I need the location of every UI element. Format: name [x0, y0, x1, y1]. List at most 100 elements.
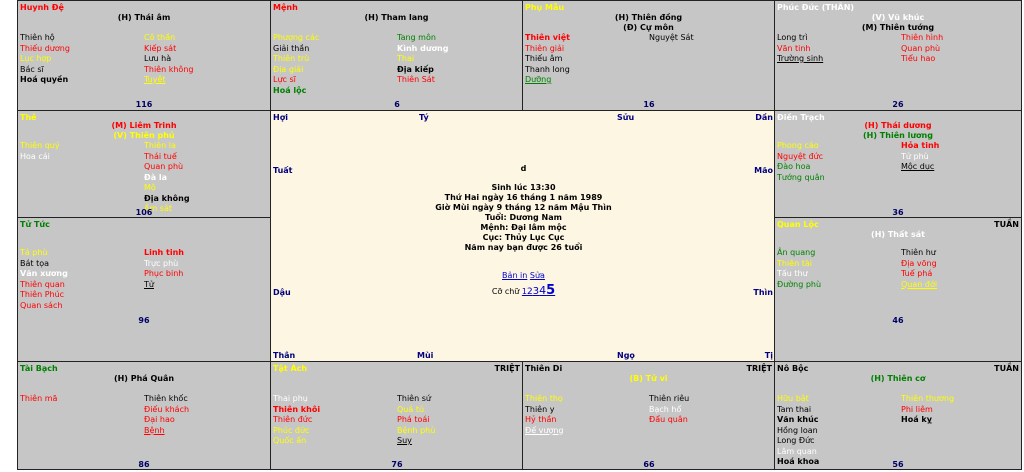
star-item: Trực phù: [144, 258, 179, 268]
star-item: Quan phù: [901, 43, 941, 53]
star-item: Thai: [397, 54, 415, 63]
star-column-left: Phượng các Giải thần Thiên trù Địa giải Lực …: [273, 33, 319, 96]
main-star: (H) Thái dương: [864, 121, 932, 130]
star-column-left: Thiên mã: [20, 394, 57, 405]
star-item: Thiên không: [144, 64, 194, 74]
star-item: Thiên thương: [901, 394, 955, 403]
star-item: Âm sát: [144, 204, 173, 213]
star-item: Quốc ấn: [273, 436, 307, 445]
star-item: Phượng các: [273, 33, 320, 42]
tuan-tag: TUẦN: [994, 364, 1019, 373]
cell-title: Nô Bộc: [777, 364, 809, 373]
star-item: Thiên giải: [525, 43, 565, 53]
star-item: Hoa cái: [20, 151, 50, 161]
cell-tai-bach: Tài Bạch (H) Phá Quân Thiên mã Thiên khố…: [18, 362, 270, 469]
star-item: Thiên hư: [901, 248, 936, 257]
star-item: Thiên việt: [525, 33, 571, 42]
star-column-left: Thiên thọ Thiên y Hỷ thần Đế vượng: [525, 394, 564, 436]
star-item: Bệnh phù: [397, 425, 436, 435]
main-star: (H) Tham lang: [364, 13, 429, 22]
star-item: Thiên mã: [20, 394, 58, 403]
star-column-right: Cô thần Kiếp sát Lưu hà Thiên không Tuyệt: [144, 33, 193, 86]
star-column-left: Ân quang Thiên tài Tấu thư Đường phù: [777, 248, 821, 290]
cell-quan-loc: Quan Lộc TUẦN (H) Thất sát Ân quang Thiên…: [775, 218, 1021, 361]
star-column-left: Thiên việt Thiên giải Thiếu âm Thanh long Dư…: [525, 33, 570, 86]
star-item: Giải thần: [273, 43, 310, 53]
star-item: Quan sách: [20, 300, 63, 310]
current-age: Năm nay bạn được 26 tuổi: [464, 243, 583, 252]
font-size-4[interactable]: 4: [539, 284, 547, 297]
star-column-left: Hữu bật Tam thai Văn khúc Hồng loan Long Đức…: [777, 394, 819, 468]
star-item: Tang môn: [397, 33, 436, 42]
star-column-right: Thiên hình Quan phù Tiểu hao: [901, 33, 943, 65]
star-item: Hồng loan: [777, 425, 818, 435]
star-item: Trường sinh: [777, 54, 824, 63]
main-star: (B) Tử vi: [629, 374, 668, 383]
font-size-5[interactable]: 5: [546, 283, 556, 298]
branch-hoi: Hợi: [273, 113, 288, 122]
cell-title: Thê: [20, 113, 37, 122]
star-item: Mộc dục: [901, 162, 935, 171]
star-column-right: Tang môn Kình dương Thai Địa kiếp Thiên Sát: [397, 33, 448, 86]
font-size-2[interactable]: 2: [527, 287, 533, 297]
star-item: Tam thai: [777, 404, 812, 414]
star-column-right: Thiên riêu Bạch hổ Đẩu quân: [649, 394, 689, 426]
main-star: (H) Phá Quân: [113, 374, 175, 383]
cell-tu-tuc: Tử Tức Tả phù Bát tọa Văn xương Thiên quan T…: [18, 218, 270, 361]
star-item: Long Đức: [777, 436, 815, 445]
star-item: Tuế phá: [901, 269, 933, 278]
star-item: Quan đới: [901, 279, 938, 289]
star-item: Điếu khách: [144, 404, 190, 414]
star-item: Tử: [144, 279, 154, 289]
star-item: Tử phù: [901, 151, 929, 161]
center-initial: d: [520, 164, 527, 173]
edit-link[interactable]: Sửa: [529, 271, 545, 280]
cell-number: 26: [892, 100, 904, 109]
print-link[interactable]: Bản in: [502, 271, 528, 280]
main-star: (Đ) Cự môn: [623, 23, 674, 32]
branch-mao: Mão: [754, 166, 773, 175]
branch-suu: Sửu: [617, 113, 635, 122]
star-item: Thiếu dương: [20, 43, 70, 53]
star-item: Lưu hà: [144, 54, 172, 63]
star-item: Thiên Phúc: [20, 290, 65, 299]
star-item: Hoá quyền: [20, 75, 69, 84]
star-item: Thiên riêu: [649, 394, 690, 403]
star-item: Thiếu âm: [525, 54, 563, 63]
cell-number: 6: [394, 100, 400, 109]
star-item: Ân quang: [777, 248, 816, 257]
cell-number: 116: [135, 100, 153, 109]
branch-ty: Tý: [419, 113, 429, 122]
font-size-3[interactable]: 3: [532, 286, 540, 297]
star-item: Dưỡng: [525, 75, 552, 84]
star-item: Quả tú: [397, 404, 425, 414]
star-item: Văn xương: [20, 269, 68, 278]
font-size-label: Cỡ chữ: [491, 287, 520, 296]
star-item: Phá toái: [397, 415, 430, 424]
star-item: Linh tinh: [144, 248, 184, 257]
star-item: Thiên khôi: [273, 404, 321, 414]
star-column-left: Thai phụ Thiên khôi Thiên đức Phúc đức Quốc …: [273, 394, 320, 447]
star-item: Thiên quan: [20, 279, 65, 289]
star-item: Phúc đức: [273, 425, 310, 435]
star-item: Long trì: [777, 33, 808, 42]
star-item: Thiên sứ: [397, 394, 431, 403]
branch-ti: Tị: [764, 351, 773, 360]
star-item: Địa võng: [901, 258, 937, 268]
age-gender: Tuổi: Dương Nam: [485, 213, 562, 222]
star-item: Bát tọa: [20, 258, 50, 268]
star-item: Đà la: [144, 172, 168, 182]
element-cuc: Cục: Thủy Lục Cục: [482, 233, 565, 242]
star-item: Bệnh: [144, 425, 165, 435]
font-size-1[interactable]: 1: [521, 287, 528, 296]
star-item: Tả phù: [20, 248, 48, 257]
star-item: Thái tuế: [144, 151, 177, 161]
birth-time: Sinh lúc 13:30: [491, 183, 556, 192]
star-item: Địa không: [144, 193, 190, 203]
cell-title: Điền Trạch: [777, 113, 825, 122]
star-item: Suy: [397, 436, 412, 445]
main-star: (H) Thiên lương: [863, 131, 933, 140]
font-size-selector: Cỡ chữ 12345: [271, 283, 776, 298]
star-item: Thanh long: [525, 64, 570, 74]
star-item: Địa giải: [273, 64, 304, 74]
